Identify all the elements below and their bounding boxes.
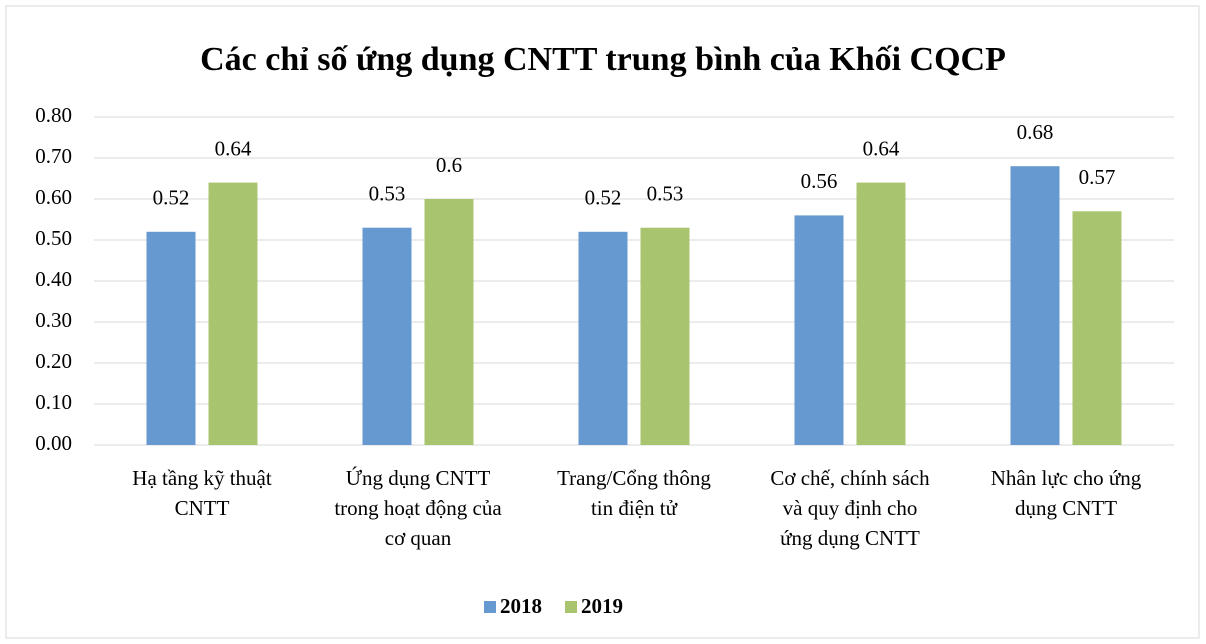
bar bbox=[424, 199, 474, 445]
data-label: 0.53 bbox=[647, 182, 684, 206]
data-label: 0.52 bbox=[153, 186, 190, 210]
y-tick-label: 0.00 bbox=[35, 431, 72, 455]
x-tick-label: Trang/Cổng thông bbox=[557, 466, 711, 490]
bar bbox=[208, 182, 258, 445]
bar bbox=[640, 227, 690, 445]
y-tick-label: 0.30 bbox=[35, 308, 72, 332]
y-tick-label: 0.60 bbox=[35, 185, 72, 209]
x-tick-label: ứng dụng CNTT bbox=[780, 526, 920, 550]
x-tick-label: trong hoạt động của bbox=[334, 496, 502, 520]
y-tick-label: 0.70 bbox=[35, 144, 72, 168]
bar bbox=[794, 215, 844, 445]
x-tick-label: dụng CNTT bbox=[1015, 496, 1117, 520]
chart-title: Các chỉ số ứng dụng CNTT trung bình của … bbox=[200, 41, 1006, 78]
bar bbox=[1072, 211, 1122, 445]
x-tick-label: tin điện tử bbox=[591, 496, 678, 520]
bar bbox=[146, 231, 196, 445]
bar bbox=[578, 231, 628, 445]
legend-label: 2019 bbox=[581, 594, 623, 618]
bar bbox=[362, 227, 412, 445]
y-tick-label: 0.40 bbox=[35, 267, 72, 291]
data-label: 0.53 bbox=[369, 182, 406, 206]
x-tick-label: Hạ tầng kỹ thuật bbox=[132, 466, 272, 490]
x-tick-label: cơ quan bbox=[385, 526, 452, 550]
legend-label: 2018 bbox=[500, 594, 542, 618]
x-tick-label: CNTT bbox=[175, 496, 230, 520]
legend-swatch bbox=[484, 601, 496, 613]
data-label: 0.52 bbox=[585, 186, 622, 210]
y-tick-label: 0.10 bbox=[35, 390, 72, 414]
bar bbox=[1010, 166, 1060, 445]
legend-swatch bbox=[565, 601, 577, 613]
bar bbox=[856, 182, 906, 445]
data-label: 0.64 bbox=[215, 136, 252, 160]
x-tick-label: và quy định cho bbox=[783, 496, 918, 520]
data-label: 0.68 bbox=[1017, 120, 1054, 144]
x-tick-label: Ứng dụng CNTT bbox=[346, 466, 491, 490]
data-label: 0.64 bbox=[863, 136, 900, 160]
x-tick-label: Nhân lực cho ứng bbox=[991, 466, 1142, 490]
y-tick-label: 0.50 bbox=[35, 226, 72, 250]
x-tick-label: Cơ chế, chính sách bbox=[770, 466, 930, 490]
y-tick-label: 0.20 bbox=[35, 349, 72, 373]
data-label: 0.56 bbox=[801, 169, 838, 193]
data-label: 0.6 bbox=[436, 153, 462, 177]
y-tick-label: 0.80 bbox=[35, 103, 72, 127]
data-label: 0.57 bbox=[1079, 165, 1116, 189]
